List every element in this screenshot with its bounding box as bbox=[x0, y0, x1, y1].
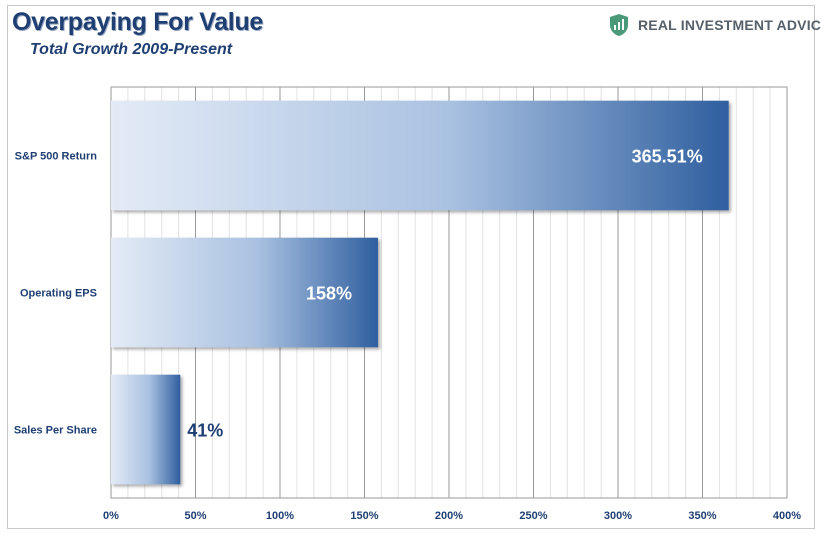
x-tick-label: 50% bbox=[184, 510, 206, 522]
chart-subtitle: Total Growth 2009-Present bbox=[30, 41, 233, 58]
category-label: Operating EPS bbox=[20, 288, 97, 300]
x-tick-label: 300% bbox=[604, 510, 632, 522]
brand-logo: REAL INVESTMENT ADVICE bbox=[609, 12, 821, 38]
bar bbox=[111, 237, 379, 348]
category-label: S&P 500 Return bbox=[15, 151, 98, 163]
chart-title: Overpaying For Value bbox=[12, 8, 264, 36]
x-tick-label: 250% bbox=[519, 510, 547, 522]
labels: 0% 50% 100% 150% 200% 250% 300% 350% 400% S&P 500… bbox=[14, 147, 801, 523]
chart-frame bbox=[7, 5, 815, 529]
x-tick-label: 200% bbox=[435, 510, 463, 522]
data-label: 41% bbox=[187, 421, 223, 441]
x-tick-label: 350% bbox=[688, 510, 716, 522]
shield-logo-icon bbox=[610, 14, 628, 36]
bar bbox=[111, 100, 729, 211]
x-tick-label: 150% bbox=[350, 510, 378, 522]
data-label: 158% bbox=[306, 284, 352, 304]
brand-logo-text: REAL INVESTMENT ADVICE bbox=[638, 17, 821, 33]
x-tick-label: 0% bbox=[103, 510, 119, 522]
bars bbox=[111, 100, 729, 485]
data-label: 365.51% bbox=[632, 147, 703, 167]
x-tick-label: 400% bbox=[773, 510, 801, 522]
category-label: Sales Per Share bbox=[14, 425, 97, 437]
bar bbox=[111, 374, 181, 485]
x-tick-label: 100% bbox=[266, 510, 294, 522]
